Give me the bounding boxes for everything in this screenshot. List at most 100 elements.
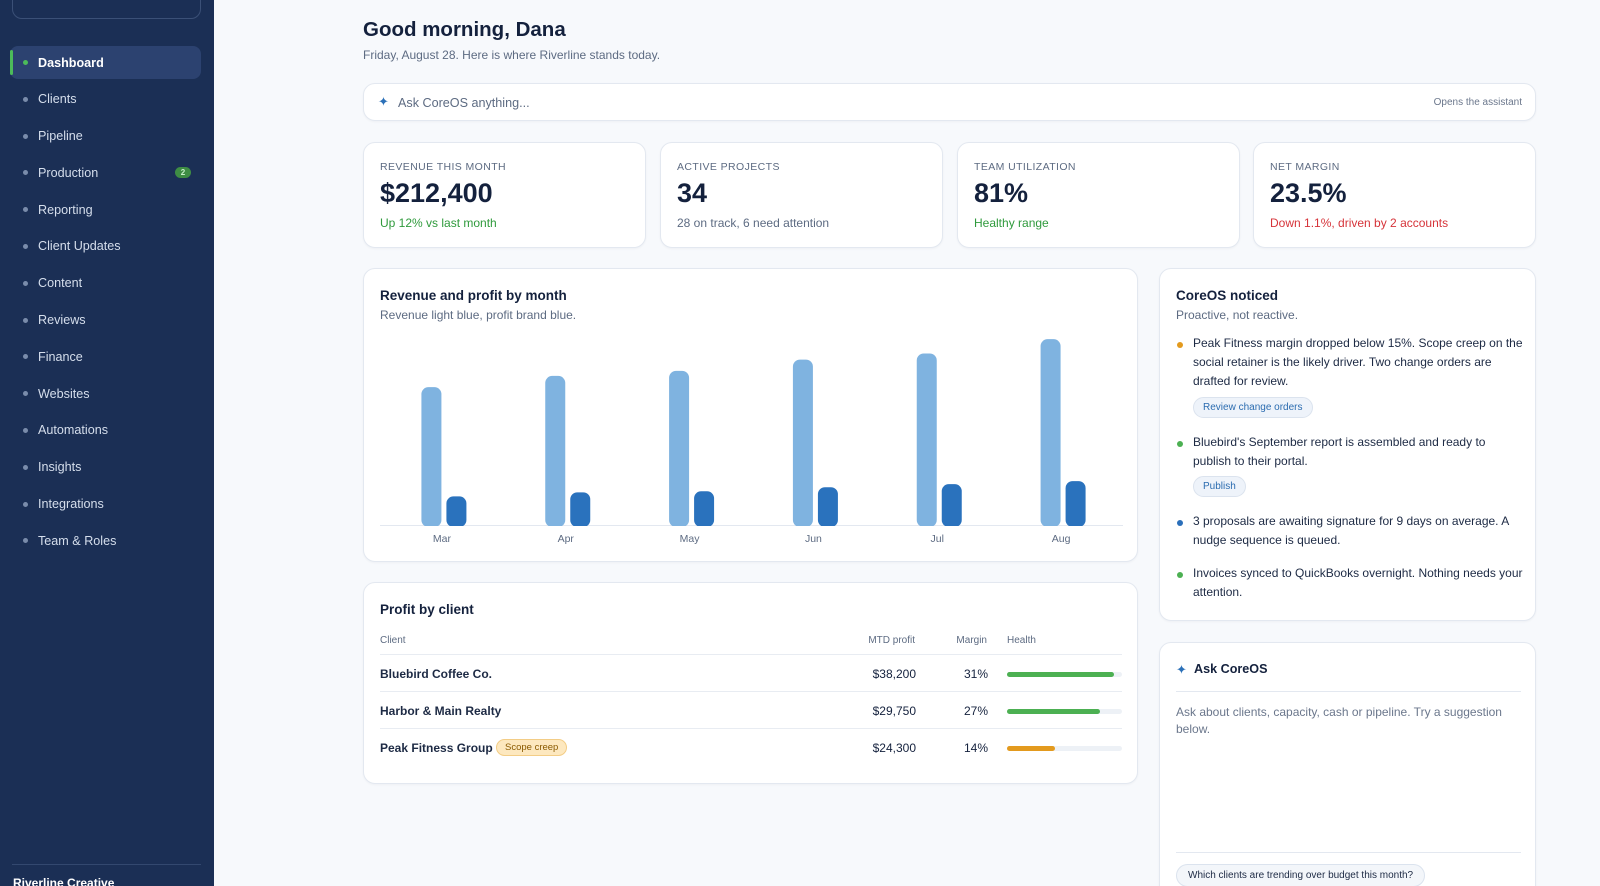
- sidebar-item-label: Content: [38, 276, 83, 291]
- revenue-bar-apr[interactable]: [545, 375, 566, 527]
- margin: 27%: [963, 704, 988, 718]
- sidebar-item-label: Automations: [38, 423, 109, 438]
- dot-icon: [23, 280, 28, 286]
- sidebar-item-label: Client Updates: [38, 239, 121, 254]
- insight-text: Invoices synced to QuickBooks overnight.…: [1193, 566, 1523, 599]
- health-bar-fill: [1007, 709, 1101, 714]
- ask-hint: Opens the assistant: [1433, 97, 1522, 108]
- sidebar-item-label: Websites: [38, 386, 90, 401]
- dot-icon: [23, 207, 28, 213]
- coreos-noticed-card: CoreOS noticed Proactive, not reactive. …: [1159, 268, 1536, 621]
- x-tick-label: May: [680, 533, 701, 545]
- sidebar-item-insights[interactable]: Insights: [10, 451, 201, 484]
- revenue-bar-may[interactable]: [669, 370, 690, 527]
- ask-coreos-bar[interactable]: ✦ Ask CoreOS anything... Opens the assis…: [363, 83, 1536, 121]
- status-dot-icon: [1177, 441, 1183, 447]
- client-name: Harbor & Main Realty: [380, 704, 502, 718]
- divider: [1176, 691, 1521, 692]
- dot-icon: [23, 427, 28, 433]
- dot-icon: [23, 538, 28, 544]
- dot-icon: [23, 170, 28, 176]
- sidebar-item-team-roles[interactable]: Team & Roles: [10, 524, 201, 557]
- sidebar-item-label: Production: [38, 165, 99, 180]
- sidebar-item-reporting[interactable]: Reporting: [10, 193, 201, 226]
- revenue-bar-jun[interactable]: [792, 359, 813, 527]
- client-name: Bluebird Coffee Co.: [380, 667, 493, 681]
- workspace-switcher[interactable]: [12, 0, 201, 19]
- kpi-trend: Down 1.1%, driven by 2 accounts: [1270, 216, 1449, 230]
- kpi-card-active-projects: ACTIVE PROJECTS 34 28 on track, 6 need a…: [660, 142, 943, 248]
- sidebar-item-pipeline[interactable]: Pipeline: [10, 120, 201, 153]
- x-tick-label: Jul: [931, 533, 944, 545]
- table-row[interactable]: Peak Fitness Group Scope creep $24,300 1…: [380, 728, 1122, 765]
- profit-bar-may[interactable]: [694, 491, 715, 527]
- sparkle-icon: ✦: [1176, 662, 1187, 677]
- health-bar: [1007, 672, 1122, 677]
- status-dot-icon: [1177, 520, 1183, 526]
- sidebar-item-websites[interactable]: Websites: [10, 377, 201, 410]
- revenue-bar-aug[interactable]: [1040, 339, 1061, 527]
- kpi-trend: 28 on track, 6 need attention: [677, 216, 830, 230]
- kpi-value: $212,400: [380, 178, 493, 208]
- sidebar-item-label: Team & Roles: [38, 533, 117, 548]
- insight-text: Bluebird's September report is assembled…: [1193, 435, 1486, 468]
- sidebar-item-clients[interactable]: Clients: [10, 83, 201, 116]
- revenue-bar-jul[interactable]: [916, 353, 937, 527]
- page-title: Good morning, Dana: [363, 18, 566, 41]
- sidebar-item-label: Reviews: [38, 313, 86, 328]
- sidebar-item-label: Dashboard: [38, 55, 104, 70]
- table-row[interactable]: Harbor & Main Realty $29,750 27%: [380, 691, 1122, 728]
- kpi-trend: Up 12% vs last month: [380, 216, 497, 230]
- x-tick-label: Jun: [805, 533, 822, 545]
- review-change-orders-button[interactable]: Review change orders: [1193, 397, 1313, 418]
- sidebar-item-automations[interactable]: Automations: [10, 414, 201, 447]
- health-bar-fill: [1007, 746, 1056, 751]
- suggestion-chip[interactable]: Which clients are trending over budget t…: [1176, 864, 1426, 886]
- noticed-subtitle: Proactive, not reactive.: [1176, 308, 1299, 322]
- sidebar-item-finance[interactable]: Finance: [10, 340, 201, 373]
- profit-bar-jun[interactable]: [817, 487, 838, 527]
- ask-panel-title: Ask CoreOS: [1194, 662, 1268, 676]
- sidebar-item-client-updates[interactable]: Client Updates: [10, 230, 201, 263]
- kpi-value: 23.5%: [1270, 178, 1347, 208]
- kpi-label: NET MARGIN: [1270, 161, 1340, 173]
- column-header-client: Client: [380, 635, 406, 646]
- kpi-value: 81%: [974, 178, 1029, 208]
- profit-bar-aug[interactable]: [1065, 481, 1086, 527]
- publish-button[interactable]: Publish: [1193, 476, 1246, 497]
- sidebar-item-label: Clients: [38, 92, 77, 107]
- dot-icon: [23, 464, 28, 470]
- sparkle-icon: ✦: [378, 94, 389, 109]
- dot-icon: [23, 501, 28, 507]
- chart-subtitle: Revenue light blue, profit brand blue.: [380, 308, 577, 322]
- dot-icon: [23, 133, 28, 139]
- kpi-value: 34: [677, 178, 708, 208]
- sidebar-divider: [12, 864, 201, 865]
- sidebar-item-label: Reporting: [38, 202, 93, 217]
- workspace-name: Riverline Creative: [13, 876, 115, 886]
- sidebar-item-production[interactable]: Production 2: [10, 156, 201, 189]
- table-row[interactable]: Bluebird Coffee Co. $38,200 31%: [380, 654, 1122, 691]
- sidebar-item-label: Pipeline: [38, 129, 83, 144]
- sidebar: Dashboard Clients Pipeline Production 2 R…: [0, 0, 214, 886]
- dot-icon: [23, 391, 28, 397]
- sidebar-item-dashboard[interactable]: Dashboard: [10, 46, 201, 79]
- kpi-card-team-utilization: TEAM UTILIZATION 81% Healthy range: [957, 142, 1240, 248]
- sidebar-item-content[interactable]: Content: [10, 267, 201, 300]
- dot-icon: [23, 243, 28, 249]
- dot-icon: [23, 96, 28, 102]
- profit-bar-mar[interactable]: [446, 496, 467, 527]
- x-tick-label: Aug: [1052, 533, 1071, 545]
- sidebar-item-integrations[interactable]: Integrations: [10, 488, 201, 521]
- sidebar-item-reviews[interactable]: Reviews: [10, 304, 201, 337]
- status-dot-icon: [1177, 572, 1183, 578]
- ask-panel-description: Ask about clients, capacity, cash or pip…: [1176, 705, 1502, 736]
- kpi-card-net-margin: NET MARGIN 23.5% Down 1.1%, driven by 2 …: [1253, 142, 1536, 248]
- insight-text: 3 proposals are awaiting signature for 9…: [1193, 514, 1509, 547]
- revenue-bar-mar[interactable]: [421, 387, 442, 527]
- revenue-profit-chart-card: Revenue and profit by month Revenue ligh…: [363, 268, 1138, 562]
- column-header-health: Health: [1007, 635, 1036, 646]
- count-badge: 2: [175, 167, 191, 179]
- profit-bar-apr[interactable]: [570, 492, 591, 527]
- profit-bar-jul[interactable]: [941, 484, 962, 527]
